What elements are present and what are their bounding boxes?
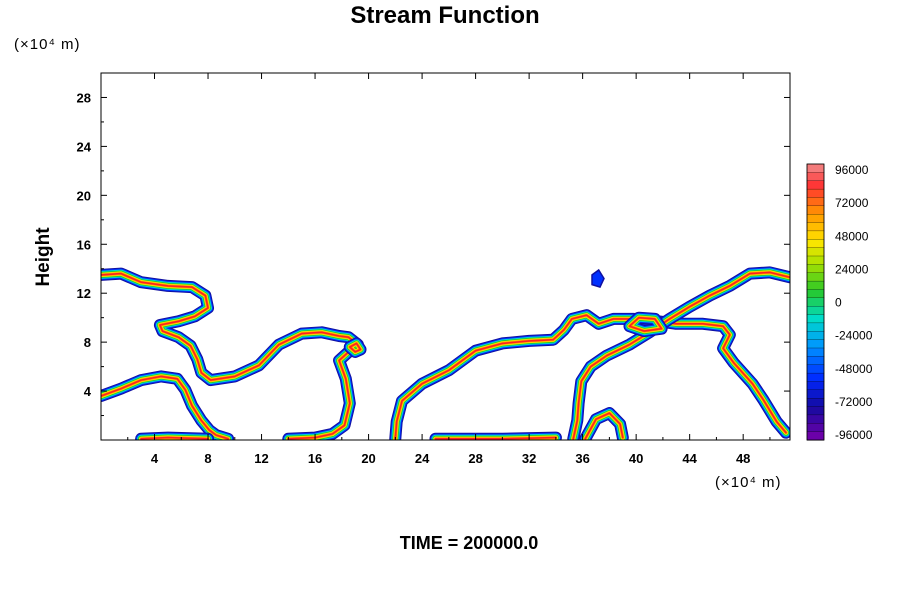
x-tick-label: 4 — [151, 451, 159, 466]
colorbar-swatch — [806, 255, 825, 265]
colorbar-label: -96000 — [835, 428, 873, 442]
colorbar-swatch — [806, 322, 825, 332]
colorbar-label: -24000 — [835, 329, 873, 343]
y-axis-unit: (×10⁴ m) — [14, 36, 81, 53]
colorbar-swatch — [806, 331, 825, 341]
y-tick-label: 28 — [77, 90, 91, 105]
colorbar-swatch — [806, 264, 825, 274]
colorbar-swatch — [806, 289, 825, 299]
front-1 — [101, 267, 364, 440]
colorbar-swatch — [806, 431, 825, 441]
colorbar-swatch — [806, 356, 825, 366]
colorbar-label: 24000 — [835, 262, 869, 276]
chart-title: Stream Function — [350, 2, 539, 29]
front-5 — [579, 407, 629, 440]
x-tick-label: 48 — [736, 451, 750, 466]
colorbar-swatch — [806, 222, 825, 232]
colorbar-swatch — [806, 372, 825, 383]
colorbar-swatch — [806, 172, 825, 182]
front-6 — [623, 311, 668, 338]
colorbar-swatch — [806, 347, 825, 357]
x-axis-unit: (×10⁴ m) — [715, 474, 782, 491]
colorbar-swatch — [806, 214, 825, 224]
front-9 — [429, 431, 562, 440]
colorbar: 96000 72000 48000 24000 0 -24000 -48000 -72000 -… — [806, 163, 873, 442]
colorbar-swatch — [806, 197, 825, 207]
x-tick-label: 40 — [629, 451, 643, 466]
x-tick-label: 36 — [575, 451, 589, 466]
colorbar-swatch — [806, 239, 825, 249]
time-label: TIME = 200000.0 — [400, 533, 539, 553]
x-tick-label: 28 — [468, 451, 482, 466]
colorbar-swatch — [806, 423, 825, 433]
colorbar-swatch — [806, 230, 825, 240]
colorbar-swatch — [806, 247, 825, 257]
y-axis-label: Height — [33, 227, 54, 287]
x-tick-label: 32 — [522, 451, 536, 466]
colorbar-swatch — [806, 364, 825, 374]
y-tick-label: 8 — [84, 335, 91, 350]
blob-1 — [591, 268, 605, 289]
contour-layer — [101, 266, 790, 440]
colorbar-swatch — [806, 188, 825, 199]
front-8 — [135, 431, 214, 440]
colorbar-swatch — [806, 180, 825, 190]
plot-frame — [100, 72, 791, 441]
colorbar-swatch — [806, 381, 825, 391]
front-2 — [101, 370, 235, 440]
front-3 — [389, 309, 790, 440]
y-tick-label: 16 — [77, 237, 91, 252]
colorbar-label: 96000 — [835, 163, 869, 177]
colorbar-swatch — [806, 406, 825, 416]
x-tick-label: 8 — [204, 451, 211, 466]
colorbar-swatch — [806, 306, 825, 316]
y-axis: 4 8 12 16 20 24 28 — [77, 90, 790, 417]
y-tick-label: 20 — [77, 188, 91, 203]
x-tick-label: 44 — [682, 451, 697, 466]
colorbar-swatch — [806, 280, 825, 291]
x-tick-label: 12 — [254, 451, 268, 466]
colorbar-label: 48000 — [835, 229, 869, 243]
colorbar-swatch — [806, 414, 825, 424]
colorbar-swatch — [806, 297, 825, 307]
y-tick-label: 24 — [77, 139, 92, 154]
front-7 — [343, 337, 367, 358]
colorbar-label: -48000 — [835, 362, 873, 376]
colorbar-swatch — [806, 272, 825, 282]
colorbar-swatch — [806, 163, 825, 173]
colorbar-swatch — [806, 398, 825, 408]
colorbar-label: -72000 — [835, 395, 873, 409]
y-tick-label: 4 — [84, 384, 92, 399]
colorbar-label: 0 — [835, 296, 842, 310]
colorbar-swatch — [806, 339, 825, 349]
x-tick-label: 20 — [361, 451, 375, 466]
y-tick-label: 12 — [77, 286, 91, 301]
colorbar-swatch — [806, 205, 825, 215]
x-tick-label: 24 — [415, 451, 430, 466]
x-tick-label: 16 — [308, 451, 322, 466]
colorbar-swatch — [806, 314, 825, 324]
colorbar-label: 72000 — [835, 196, 869, 210]
x-axis: 4 8 12 16 20 24 28 32 36 40 44 48 — [127, 73, 771, 466]
colorbar-frame — [806, 163, 825, 441]
colorbar-swatch — [806, 389, 825, 399]
